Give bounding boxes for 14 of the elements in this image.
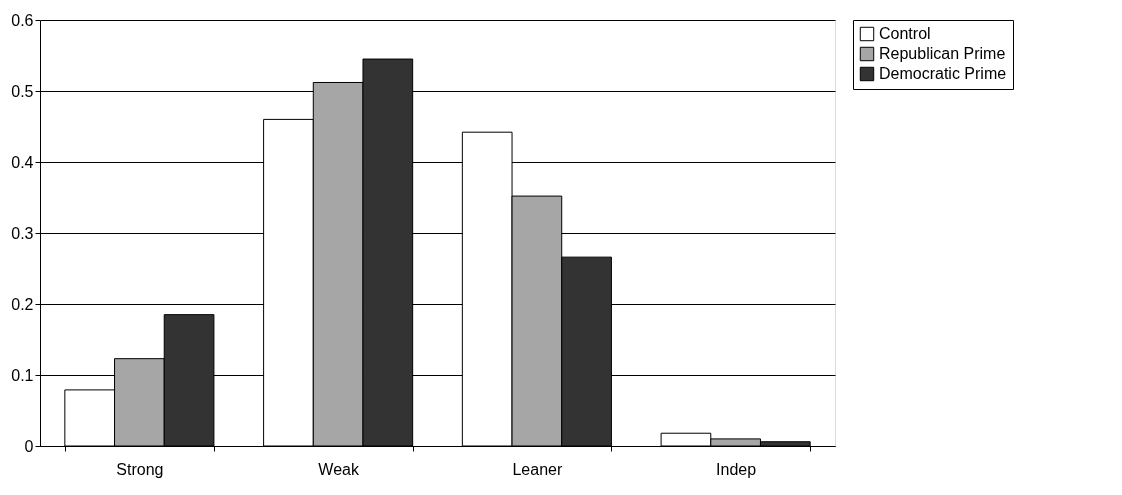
y-tick-label: 0.1 xyxy=(11,366,34,384)
y-tick-label: 0 xyxy=(24,437,34,455)
x-tick-label: Leaner xyxy=(512,460,563,478)
x-tick-label: Strong xyxy=(116,460,164,478)
y-tick-label: 0.5 xyxy=(11,82,34,100)
legend-label: Control xyxy=(879,25,931,42)
x-tick-label: Weak xyxy=(318,460,360,478)
x-tick-label: Indep xyxy=(716,460,757,478)
y-tick-label: 0.6 xyxy=(11,11,34,29)
y-tick-label: 0.3 xyxy=(11,224,34,242)
legend-label: Republican Prime xyxy=(879,45,1006,62)
y-tick-label: 0.2 xyxy=(11,295,34,313)
y-tick-label: 0.4 xyxy=(11,153,34,171)
legend-label: Democratic Prime xyxy=(879,65,1007,82)
